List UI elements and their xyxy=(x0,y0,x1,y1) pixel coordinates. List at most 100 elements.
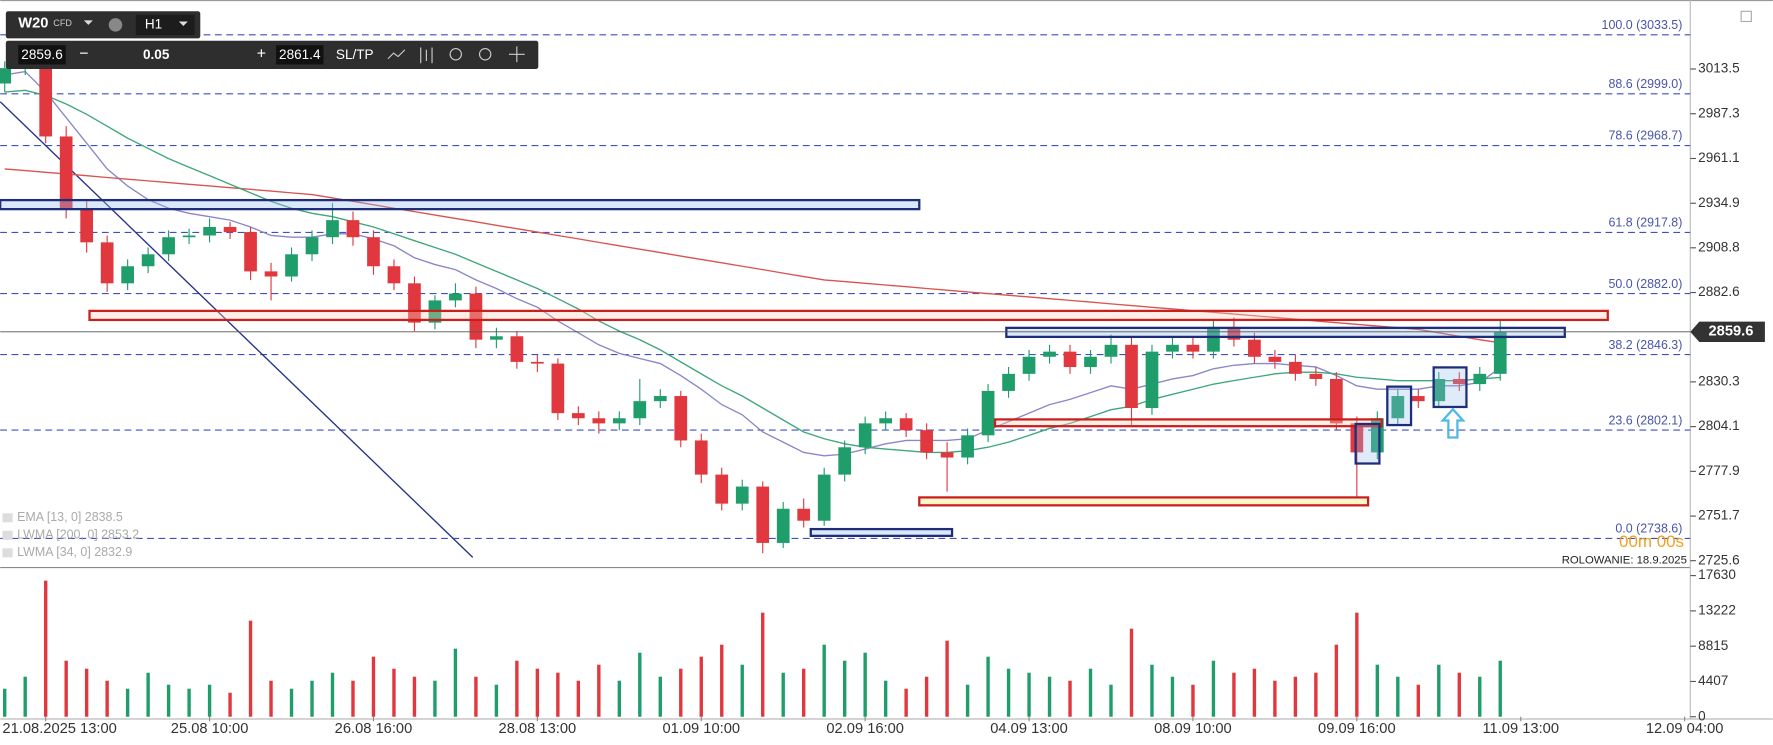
indicator-line xyxy=(4,70,1501,457)
volume-bar xyxy=(720,644,724,717)
fib-label: 23.6 (2802.1) xyxy=(1608,413,1682,427)
move-icon[interactable] xyxy=(508,46,525,63)
volume-tick-label: 17630 xyxy=(1698,567,1736,582)
volume-bar xyxy=(1150,664,1154,717)
timeframe-box[interactable] xyxy=(135,14,195,36)
timeframe[interactable]: H1 xyxy=(145,16,162,31)
volume-bar xyxy=(556,672,560,717)
volume-bar xyxy=(1129,628,1134,717)
candle-body xyxy=(387,266,401,284)
candle-body xyxy=(1227,327,1241,340)
candle-body xyxy=(408,283,421,323)
bid-price[interactable]: 2859.6 xyxy=(21,47,62,62)
candle-body xyxy=(469,293,483,340)
x-tick-label: 02.09 16:00 xyxy=(826,721,904,737)
candle-body xyxy=(1022,356,1036,374)
candle-body xyxy=(510,336,524,362)
x-tick-label: 26.08 16:00 xyxy=(335,721,413,737)
dropdown-icon[interactable] xyxy=(83,20,93,25)
volume-bar xyxy=(638,652,642,717)
volume-bar xyxy=(23,676,27,717)
current-price: 2859.6 xyxy=(1709,324,1754,340)
legend-entry: LWMA [34, 0] 2832.9 xyxy=(17,545,132,559)
volume-bar xyxy=(64,660,68,717)
minus-button[interactable]: − xyxy=(79,45,88,62)
volume-bar xyxy=(1293,676,1298,717)
candle-body xyxy=(1104,344,1118,357)
candles-icon[interactable] xyxy=(420,47,433,64)
volume-bar xyxy=(1273,680,1277,717)
volume-tick-label: 8815 xyxy=(1698,638,1728,653)
candle-body xyxy=(797,508,811,521)
candle-body xyxy=(203,226,216,236)
window-button[interactable] xyxy=(1740,10,1752,23)
symbol[interactable]: W20 xyxy=(18,16,48,32)
candle-body xyxy=(223,226,237,233)
candle-body xyxy=(141,254,155,267)
x-tick-label: 09.09 16:00 xyxy=(1318,721,1396,737)
candle-body xyxy=(838,447,852,475)
zone xyxy=(1432,366,1468,409)
zone xyxy=(1354,422,1381,465)
volume-tick-label: 4407 xyxy=(1698,673,1728,688)
volume-bar xyxy=(166,684,171,717)
ask-box[interactable] xyxy=(276,45,324,65)
volume-bar xyxy=(105,680,109,717)
volume-bar xyxy=(1232,672,1236,717)
candle-body xyxy=(449,293,462,301)
volume-bar xyxy=(1088,668,1093,717)
volume-tick-label: 0 xyxy=(1698,708,1706,723)
volume-bar xyxy=(84,668,89,717)
sltp-button[interactable]: SL/TP xyxy=(336,47,374,62)
candle-body xyxy=(39,56,53,137)
volume-bar xyxy=(330,672,335,717)
volume-bar xyxy=(699,656,703,717)
volume-bar xyxy=(924,676,929,717)
volume-bar xyxy=(1478,676,1482,717)
bid-box[interactable] xyxy=(18,45,66,65)
volume-bar xyxy=(351,680,355,717)
lot-size[interactable]: 0.05 xyxy=(143,47,170,62)
ask-price[interactable]: 2861.4 xyxy=(279,47,321,62)
volume-bar xyxy=(1457,672,1461,717)
zoom-out-icon[interactable] xyxy=(449,48,462,61)
toolbar: W20 CFD H1 2859.6 − 0.05 + 2861.4 SL/TP xyxy=(5,11,539,69)
volume-bar xyxy=(474,676,478,717)
y-tick-label: 2804.1 xyxy=(1698,418,1739,433)
chart-type-icon[interactable] xyxy=(387,49,406,60)
volume-bar xyxy=(1252,668,1257,717)
plot-layer: 100.0 (3033.5) 88.6 (2999.0) 78.6 (2968.7)… xyxy=(0,18,1765,737)
x-tick-label: 04.09 13:00 xyxy=(990,721,1068,737)
volume-bar xyxy=(1109,684,1113,717)
volume-bar xyxy=(43,580,48,717)
volume-bar xyxy=(289,688,294,717)
y-tick-label: 3013.5 xyxy=(1698,61,1739,76)
fib-label: 61.8 (2917.8) xyxy=(1608,216,1682,230)
candle-body xyxy=(920,430,933,453)
zone xyxy=(1005,326,1566,339)
info-icon[interactable] xyxy=(108,18,123,32)
candle-body xyxy=(1166,344,1179,352)
dropdown-icon[interactable] xyxy=(178,21,188,27)
x-tick-label: 08.09 10:00 xyxy=(1154,721,1232,737)
candle-body xyxy=(899,418,913,431)
candle-body xyxy=(326,220,339,238)
volume-bar xyxy=(1191,684,1195,717)
zoom-in-icon[interactable] xyxy=(478,48,492,61)
volume-bar xyxy=(1314,672,1318,717)
volume-bar xyxy=(1006,668,1011,717)
volume-bar xyxy=(1375,664,1380,717)
fib-label: 88.6 (2999.0) xyxy=(1608,77,1682,91)
plus-button[interactable]: + xyxy=(257,45,266,62)
y-tick-label: 2961.1 xyxy=(1698,150,1739,165)
candle-body xyxy=(1411,396,1425,402)
volume-bar xyxy=(125,688,130,717)
candle-body xyxy=(817,474,831,521)
x-tick-label: 28.08 13:00 xyxy=(499,721,577,737)
volume-bar xyxy=(453,648,458,717)
x-tick-label: 12.09 04:00 xyxy=(1646,721,1724,737)
zone xyxy=(809,527,954,537)
legend-entry: LWMA [200, 0] 2853.2 xyxy=(17,528,139,542)
zone xyxy=(0,198,921,211)
